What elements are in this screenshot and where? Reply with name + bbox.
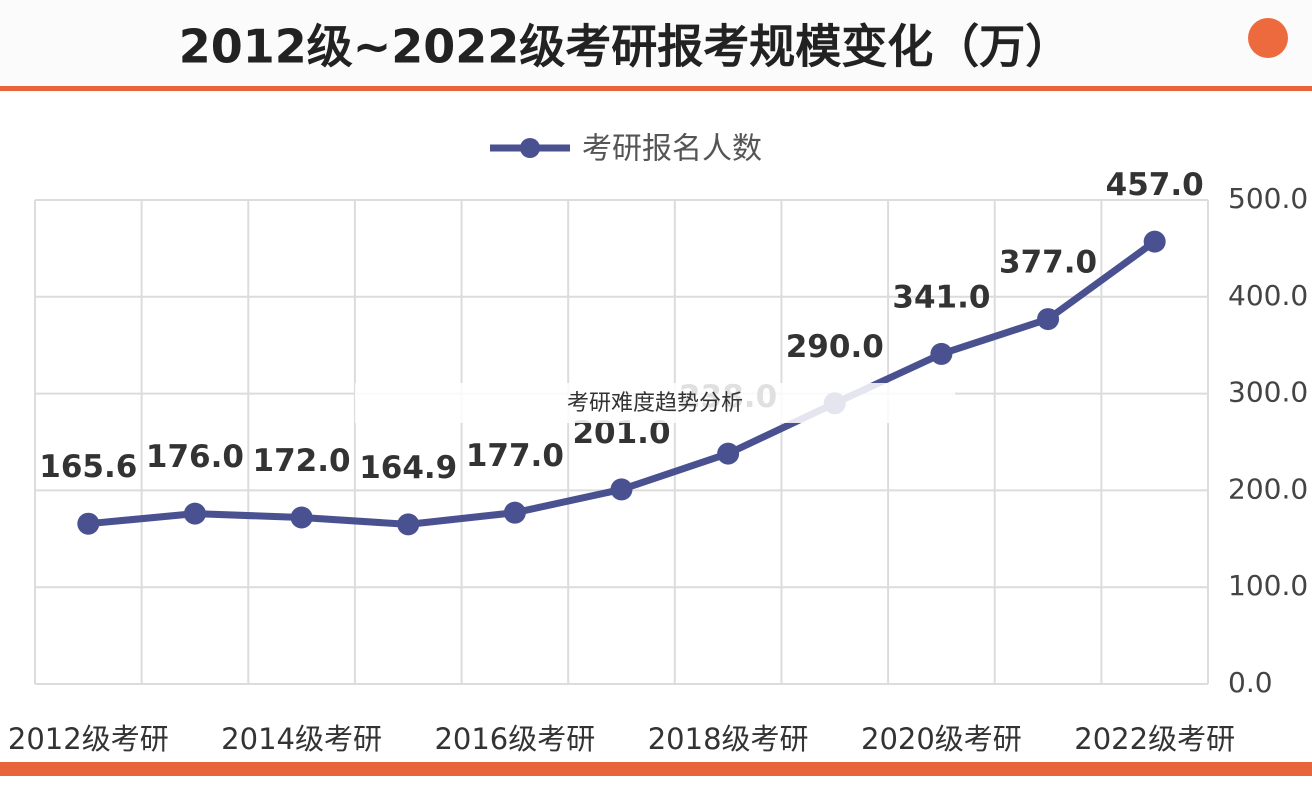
watermark-bg (355, 383, 955, 423)
data-label: 341.0 (892, 279, 990, 315)
data-label: 377.0 (999, 245, 1097, 281)
data-label: 164.9 (359, 450, 457, 486)
header-bg (0, 0, 1312, 92)
footer-bar (0, 762, 1312, 776)
point (717, 442, 740, 465)
data-label: 177.0 (466, 438, 564, 474)
data-label: 172.0 (253, 443, 351, 479)
point (1037, 308, 1060, 331)
chart-title: 2012级~2022级考研报考规模变化（万） (179, 20, 1072, 74)
x-tick-label: 2016级考研 (434, 722, 595, 756)
y-tick-label: 0.0 (1228, 666, 1273, 699)
data-label: 176.0 (146, 439, 244, 475)
y-tick-label: 100.0 (1228, 569, 1308, 602)
x-tick-label: 2020级考研 (861, 722, 1022, 756)
point (397, 513, 420, 536)
x-tick-label: 2012级考研 (8, 722, 169, 756)
data-label: 290.0 (786, 329, 884, 365)
data-label: 165.6 (39, 449, 137, 485)
point (77, 512, 100, 535)
point (183, 502, 206, 525)
y-tick-label: 400.0 (1228, 279, 1308, 312)
x-tick-label: 2014级考研 (221, 722, 382, 756)
y-tick-label: 500.0 (1228, 182, 1308, 215)
legend-marker (520, 138, 540, 158)
y-tick-label: 200.0 (1228, 472, 1308, 505)
point (930, 342, 953, 365)
y-tick-label: 300.0 (1228, 376, 1308, 409)
data-label: 457.0 (1106, 167, 1204, 203)
point (1143, 230, 1166, 253)
header-rule (0, 86, 1312, 91)
point (290, 506, 313, 529)
x-tick-label: 2018级考研 (648, 722, 809, 756)
legend-label: 考研报名人数 (582, 132, 762, 167)
logo (1248, 18, 1288, 58)
point (610, 478, 633, 501)
point (503, 501, 526, 524)
x-tick-label: 2022级考研 (1074, 722, 1235, 756)
watermark: 考研难度趋势分析 (567, 391, 743, 416)
